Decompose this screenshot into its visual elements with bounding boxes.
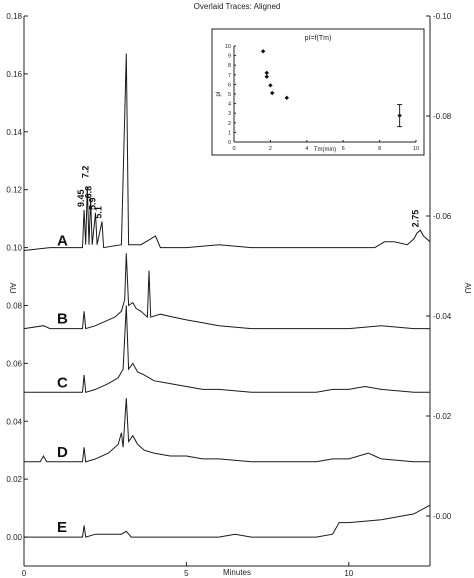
right-y-tick-label: -0.00 xyxy=(433,512,452,521)
x-tick-label: 0 xyxy=(22,569,27,578)
trace-c xyxy=(24,305,430,393)
inset-y-tick-label: 6 xyxy=(228,82,231,88)
inset-y-tick-label: 4 xyxy=(228,102,231,108)
right-y-tick-label: -0.06 xyxy=(433,212,452,221)
left-y-tick-label: 0.16 xyxy=(6,70,22,79)
inset-y-tick-label: 5 xyxy=(228,92,231,98)
inset-y-tick-label: 10 xyxy=(225,44,231,50)
peak-label: 2.75 xyxy=(411,210,421,228)
inset-y-tick-label: 1 xyxy=(228,130,231,136)
inset-x-tick-label: 10 xyxy=(413,146,419,152)
inset-x-tick-label: 0 xyxy=(232,146,235,152)
inset-y-axis-title: pI xyxy=(216,91,222,96)
inset-chart: pI=f(Tm) 0 1 2 3 4 5 6 7 8 9 10 0 2 4 6 8 10 Tm(min) pI xyxy=(211,28,425,156)
inset-y-tick-label: 0 xyxy=(228,140,231,146)
inset-x-axis-title: Tm(min) xyxy=(314,147,336,153)
left-y-tick-label: 0.04 xyxy=(6,417,22,426)
trace-label-b: B xyxy=(57,311,68,328)
peak-label: 5.1 xyxy=(93,206,103,219)
left-y-tick-label: 0.10 xyxy=(6,244,22,253)
trace-d xyxy=(24,398,430,463)
right-y-tick-label: -0.08 xyxy=(433,112,452,121)
inset-x-tick-label: 4 xyxy=(305,146,308,152)
chart-title: Overlaid Traces: Aligned xyxy=(194,2,281,11)
inset-y-tick-label: 7 xyxy=(228,73,231,79)
right-y-axis-title: AU xyxy=(463,282,472,293)
inset-y-tick-label: 8 xyxy=(228,63,231,69)
inset-title: pI=f(Tm) xyxy=(305,35,332,42)
inset-y-tick-label: 3 xyxy=(228,111,231,117)
axes-group: 0.00 0.02 0.04 0.06 0.08 0.10 0.12 0.14 0.16 0.18… xyxy=(6,12,451,578)
right-y-tick-label: -0.04 xyxy=(433,312,452,321)
trace-label-c: C xyxy=(57,374,68,391)
right-y-tick-label: -0.02 xyxy=(433,412,452,421)
left-y-axis-title: AU xyxy=(8,282,17,293)
trace-e xyxy=(24,504,431,538)
inset-x-tick-label: 6 xyxy=(342,146,345,152)
traces-group xyxy=(23,53,431,538)
inset-data-point xyxy=(284,95,289,101)
inset-x-tick-label: 2 xyxy=(269,146,272,152)
inset-x-tick-label: 8 xyxy=(378,146,381,152)
left-y-tick-label: 0.00 xyxy=(6,533,22,542)
peak-label: 5.9 xyxy=(87,197,97,210)
inset-data-point xyxy=(268,83,273,88)
x-tick-label: 5 xyxy=(184,569,189,578)
trace-label-d: D xyxy=(57,444,68,461)
left-y-tick-label: 0.08 xyxy=(6,301,22,310)
x-tick-label: 10 xyxy=(344,569,353,578)
inset-data-point xyxy=(264,70,269,76)
left-y-tick-label: 0.02 xyxy=(6,475,22,484)
inset-data-point xyxy=(264,74,269,79)
left-y-tick-label: 0.06 xyxy=(6,359,22,368)
right-y-tick-label: -0.10 xyxy=(433,12,452,21)
left-y-tick-label: 0.18 xyxy=(6,12,22,21)
trace-label-a: A xyxy=(57,232,68,249)
peak-label: 7.2 xyxy=(80,166,90,179)
inset-data-point xyxy=(260,49,266,54)
left-y-tick-label: 0.12 xyxy=(6,186,22,195)
x-axis-title: Minutes xyxy=(223,568,251,577)
trace-a xyxy=(23,53,431,251)
inset-y-tick-label: 2 xyxy=(228,121,231,127)
peak-label: 6.8 xyxy=(84,186,94,199)
trace-b xyxy=(23,253,430,330)
inset-frame xyxy=(211,28,425,156)
peak-label: 9.45 xyxy=(76,190,86,208)
inset-data-point xyxy=(270,90,275,96)
trace-label-e: E xyxy=(57,519,67,536)
left-y-tick-label: 0.14 xyxy=(6,128,22,137)
labels-group: A B C D E 9.45 7.2 6.85.95.1 2.75 xyxy=(57,166,421,536)
inset-y-tick-label: 9 xyxy=(228,54,231,60)
